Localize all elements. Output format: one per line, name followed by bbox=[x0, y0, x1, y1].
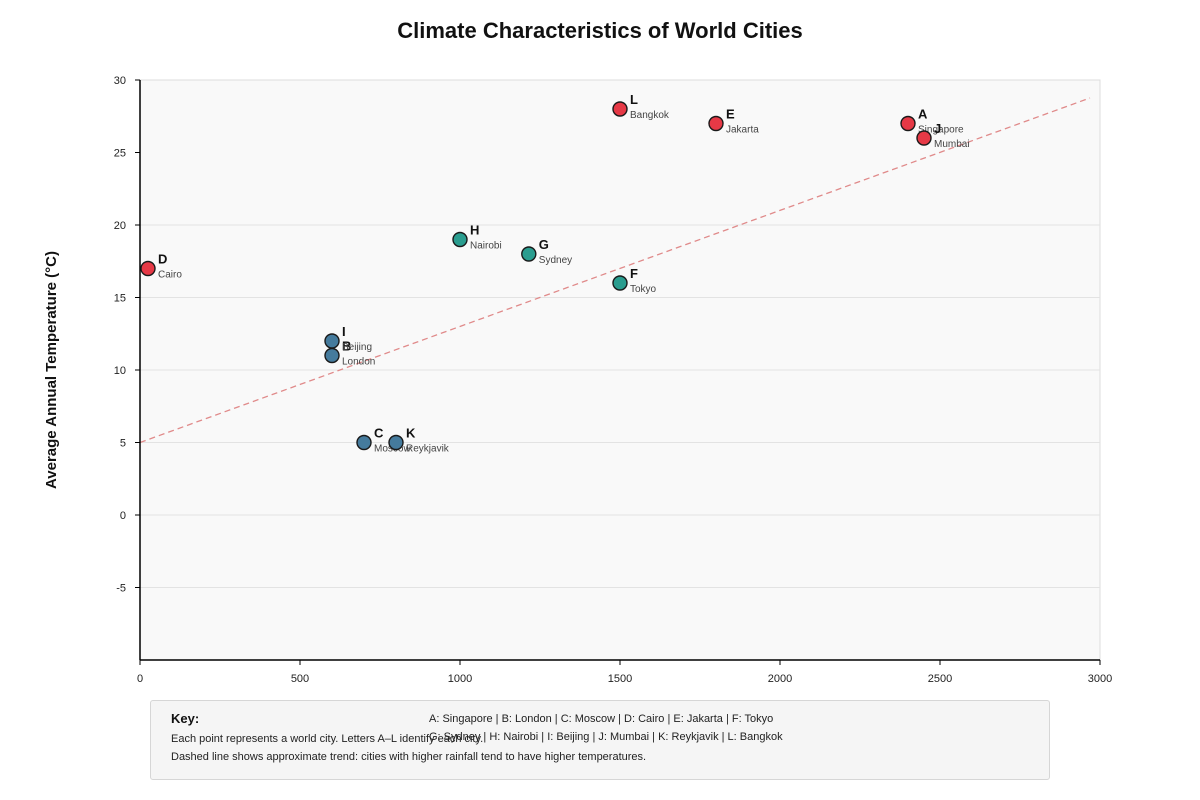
point-letter-label: K bbox=[406, 426, 416, 441]
point-marker bbox=[521, 246, 537, 262]
point-marker bbox=[140, 260, 156, 277]
y-axis-label: Average Annual Temperature (°C) bbox=[43, 251, 60, 489]
y-tick-label: 10 bbox=[114, 365, 126, 377]
point-letter-label: H bbox=[470, 223, 479, 238]
point-letter-label: J bbox=[934, 121, 941, 136]
x-tick-label: 1500 bbox=[608, 673, 632, 685]
point-city-label: Tokyo bbox=[630, 284, 657, 295]
point-city-label: Mumbai bbox=[934, 139, 970, 150]
data-point-j: J Mumbai bbox=[916, 121, 970, 150]
key-title: Key: bbox=[171, 711, 200, 726]
point-city-label: Singapore bbox=[918, 125, 964, 136]
y-tick-label: 25 bbox=[114, 148, 126, 160]
data-point-d: D Cairo bbox=[140, 252, 182, 281]
point-marker bbox=[916, 130, 932, 146]
key-note: Dashed line shows approximate trend: cit… bbox=[171, 751, 647, 763]
point-letter-label: G bbox=[539, 237, 549, 252]
y-tick-label: 15 bbox=[114, 293, 126, 305]
data-point-g: G Sydney bbox=[521, 237, 572, 266]
point-letter-label: F bbox=[630, 266, 638, 281]
point-marker bbox=[324, 333, 340, 349]
point-letter-label: B bbox=[342, 339, 351, 354]
point-marker bbox=[356, 434, 372, 451]
point-city-label: Cairo bbox=[158, 270, 182, 281]
y-axis-ticks: -5 0 5 10 15 20 30 25 bbox=[114, 75, 140, 595]
data-point-e: E Jakarta bbox=[708, 107, 759, 136]
data-points: ASingaporeBLondonCMoscowDCairoEJakartaFT… bbox=[140, 92, 970, 455]
x-tick-label: 2500 bbox=[928, 673, 952, 685]
x-tick-label: 2000 bbox=[768, 673, 792, 685]
point-letter-label: C bbox=[374, 426, 384, 441]
point-marker bbox=[900, 115, 916, 132]
trend-line bbox=[139, 97, 1091, 444]
y-tick-label: 0 bbox=[120, 510, 126, 522]
x-tick-label: 1000 bbox=[448, 673, 472, 685]
y-tick-label: 30 bbox=[114, 75, 126, 87]
chart-title: Climate Characteristics of World Cities bbox=[397, 18, 803, 43]
point-city-label: Sydney bbox=[539, 255, 572, 266]
point-city-label: Bangkok bbox=[630, 110, 670, 121]
point-marker bbox=[612, 101, 628, 117]
grid-lines bbox=[140, 224, 1100, 588]
point-city-label: Jakarta bbox=[726, 125, 759, 136]
key-note: Each point represents a world city. Lett… bbox=[171, 733, 484, 745]
key-legend-line: A: Singapore | B: London | C: Moscow | D… bbox=[429, 713, 774, 725]
point-marker bbox=[612, 275, 628, 291]
x-tick-label: 500 bbox=[291, 673, 309, 685]
point-marker bbox=[452, 231, 468, 248]
data-point-h: H Nairobi bbox=[452, 223, 502, 252]
data-point-l: L Bangkok bbox=[612, 92, 670, 121]
point-marker bbox=[324, 347, 340, 364]
y-tick-label: 5 bbox=[120, 438, 126, 450]
data-point-a: A Singapore bbox=[900, 107, 964, 136]
data-point-f: F Tokyo bbox=[612, 266, 657, 295]
key-box: Key: Each point represents a world city.… bbox=[150, 700, 1050, 780]
point-marker bbox=[388, 434, 404, 451]
point-marker bbox=[708, 115, 724, 132]
x-tick-label: 0 bbox=[137, 673, 143, 685]
key-legend-line: G: Sydney | H: Nairobi | I: Beijing | J:… bbox=[429, 731, 783, 743]
point-city-label: Nairobi bbox=[470, 241, 502, 252]
x-axis-ticks: 0 500 1000 1500 2000 2500 3000 bbox=[137, 660, 1112, 685]
point-city-label: London bbox=[342, 357, 375, 368]
x-tick-label: 3000 bbox=[1088, 673, 1112, 685]
point-city-label: Beijing bbox=[342, 342, 372, 353]
point-city-label: Reykjavik bbox=[406, 444, 450, 455]
data-point-i: I Beijing bbox=[324, 324, 372, 353]
point-letter-label: E bbox=[726, 107, 735, 122]
point-letter-label: A bbox=[918, 107, 928, 122]
point-letter-label: L bbox=[630, 92, 638, 107]
point-letter-label: D bbox=[158, 252, 167, 267]
point-letter-label: I bbox=[342, 324, 346, 339]
y-tick-label: -5 bbox=[116, 583, 126, 595]
data-point-k: K Reykjavik bbox=[388, 426, 450, 455]
y-tick-label: 20 bbox=[114, 220, 126, 232]
